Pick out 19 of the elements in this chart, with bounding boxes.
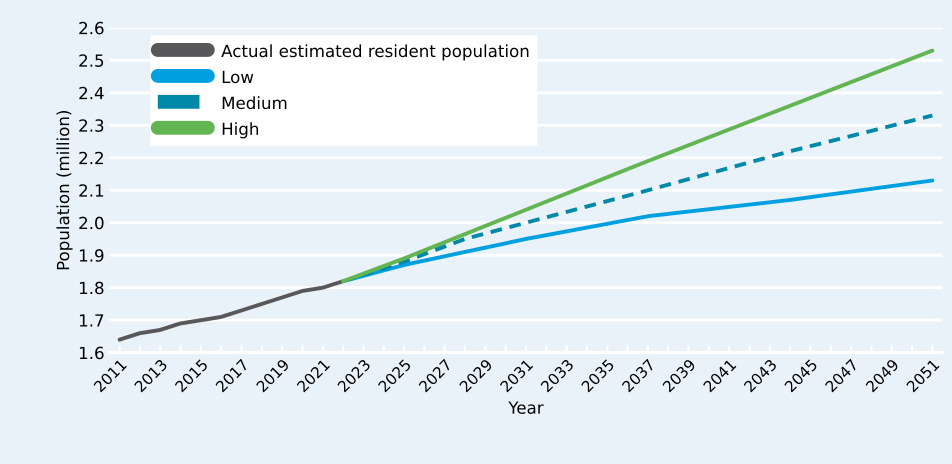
y-tick-label: 1.6 — [80, 346, 104, 360]
y-tick-label: 2.5 — [79, 54, 104, 67]
legend-label: High — [222, 122, 258, 138]
line-series — [341, 178, 934, 284]
legend-label: Actual estimated resident population — [221, 44, 528, 60]
legend-label: Low — [222, 70, 254, 84]
y-tick-label: 1.7 — [80, 314, 104, 326]
y-tick-label: 2.2 — [79, 152, 103, 164]
legend-label: Medium — [222, 96, 286, 110]
line-series — [118, 279, 346, 342]
y-tick-label: 2.6 — [79, 22, 104, 34]
x-axis-title: Year — [508, 402, 544, 414]
y-axis-title: Population (million) — [56, 110, 73, 270]
y-tick-label: 2.1 — [79, 184, 104, 197]
y-tick-label: 2.4 — [79, 86, 104, 100]
y-tick-label: 1.9 — [80, 249, 104, 262]
y-tick-label: 2.0 — [79, 216, 104, 230]
y-tick-label: 2.3 — [79, 119, 104, 132]
y-tick-label: 1.8 — [80, 282, 104, 294]
